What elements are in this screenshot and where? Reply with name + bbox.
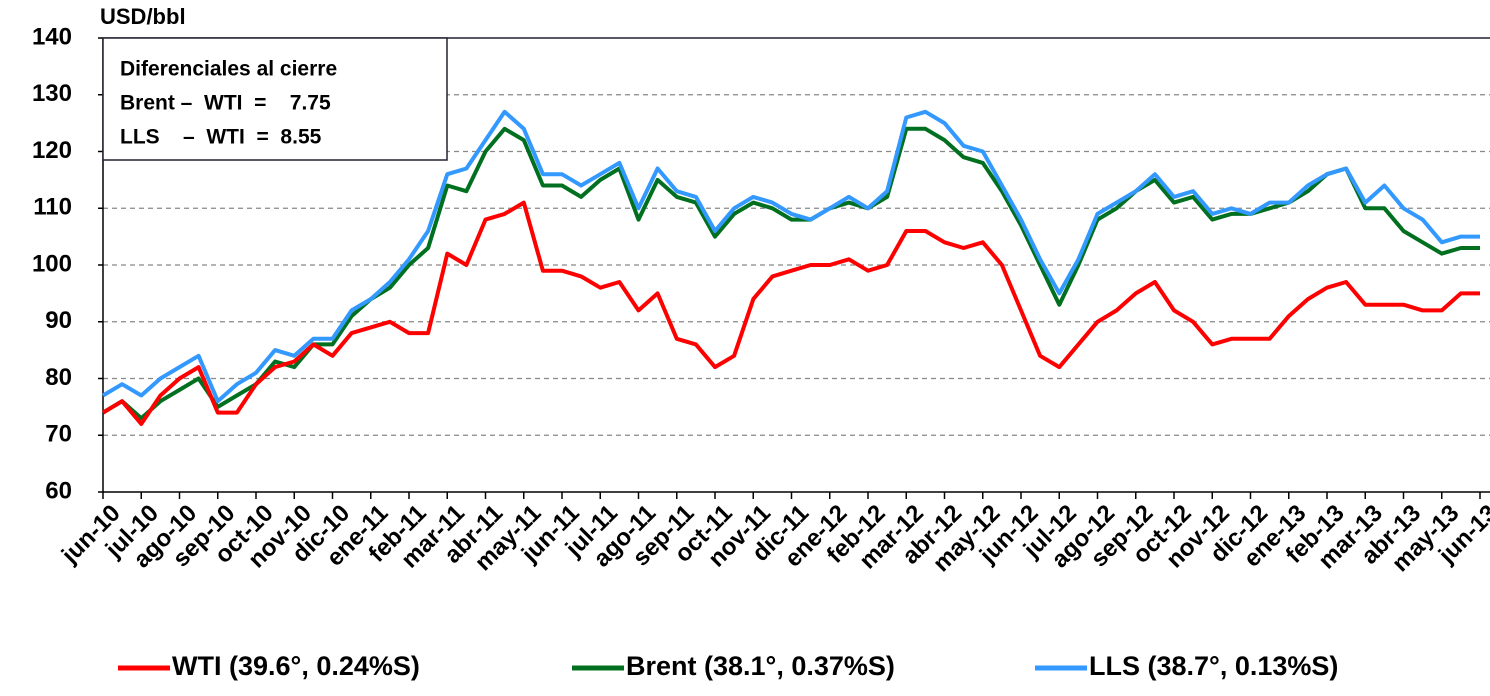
legend-label: Brent (38.1°, 0.37%S) bbox=[626, 651, 895, 681]
y-tick-label: 80 bbox=[45, 364, 72, 391]
y-tick-label: 120 bbox=[32, 137, 72, 164]
y-tick-label: 130 bbox=[32, 80, 72, 107]
legend-label: WTI (39.6°, 0.24%S) bbox=[172, 651, 420, 681]
y-tick-label: 140 bbox=[32, 23, 72, 50]
y-tick-label: 90 bbox=[45, 307, 72, 334]
annotation-box bbox=[102, 37, 448, 161]
series-line bbox=[101, 109, 1480, 404]
y-tick-label: 70 bbox=[45, 421, 72, 448]
series-line bbox=[101, 126, 1480, 421]
annotation: Diferenciales al cierre bbox=[120, 58, 337, 81]
annotation: LLS – WTI = 8.55 bbox=[120, 126, 322, 149]
y-tick-label: 60 bbox=[45, 477, 72, 504]
y-tick-label: 110 bbox=[33, 194, 72, 221]
annotation: Brent – WTI = 7.75 bbox=[120, 92, 331, 115]
series-line bbox=[101, 200, 1480, 426]
y-axis-label: USD/bbl bbox=[100, 4, 186, 29]
y-tick-label: 100 bbox=[32, 250, 72, 277]
legend-label: LLS (38.7°, 0.13%S) bbox=[1089, 651, 1338, 681]
